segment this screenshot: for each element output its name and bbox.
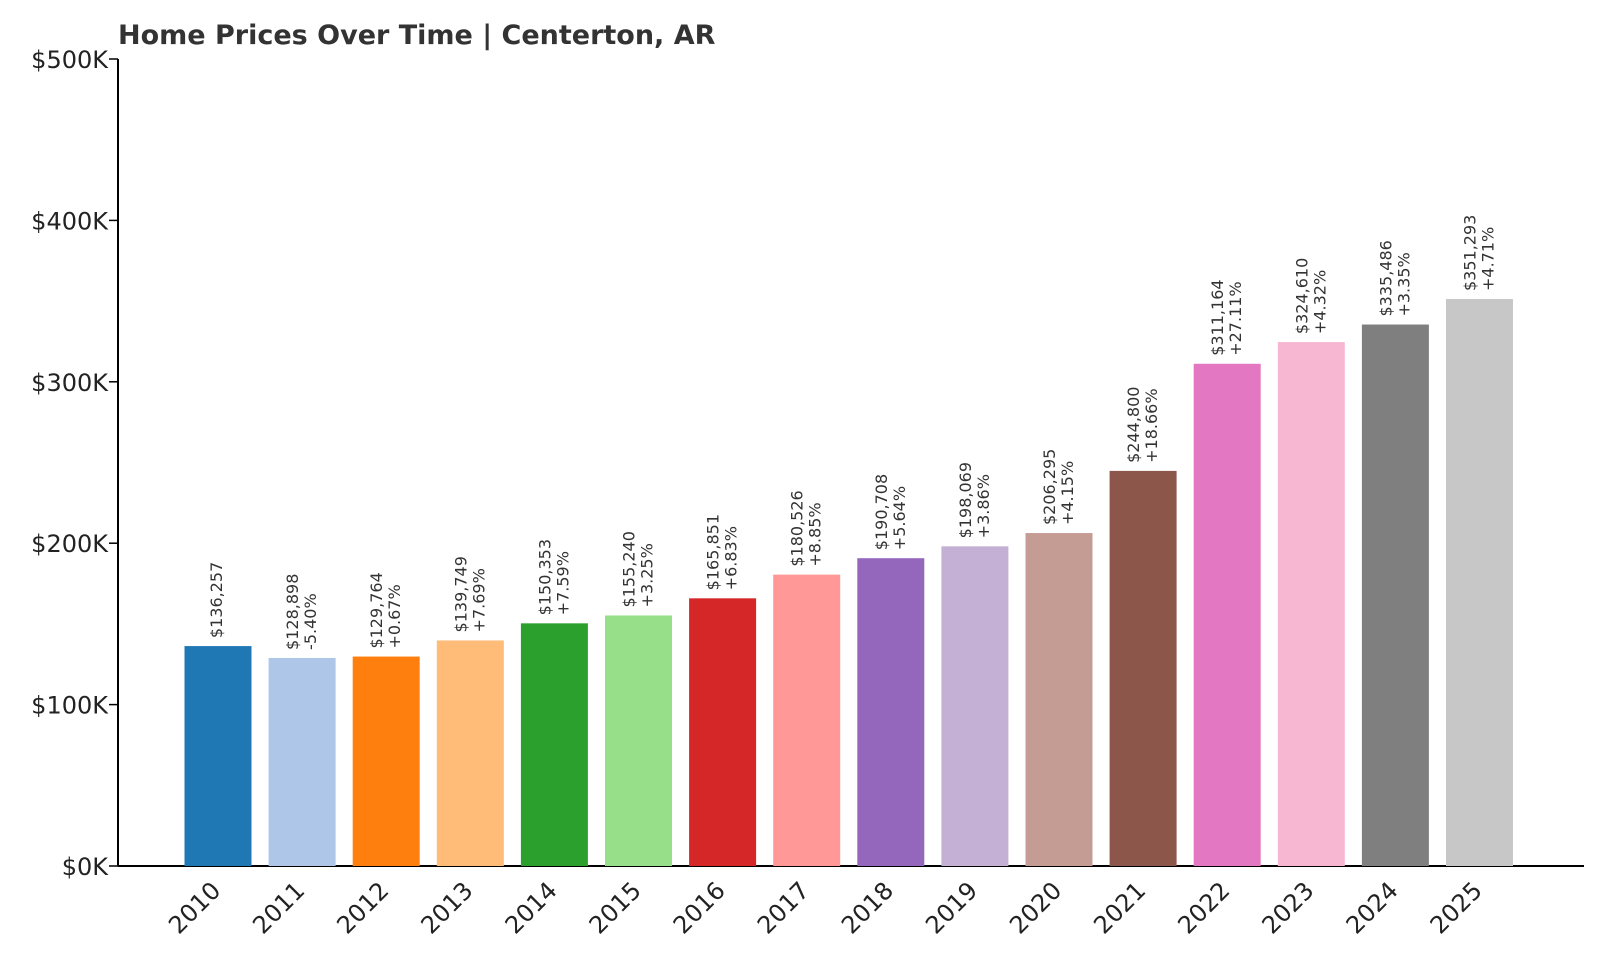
bar-change-label: +7.69% (469, 568, 488, 632)
bar-labels: $136,257 $128,898 -5.40% $129,764 +0.67% $139… (207, 215, 1498, 650)
y-tick-label: $400K (31, 207, 109, 235)
chart-title: Home Prices Over Time | Centerton, AR (118, 20, 716, 51)
bar-label-group: $165,851 +6.83% (704, 514, 741, 590)
bar-label-group: $155,240 +3.25% (620, 531, 657, 607)
x-tick-label: 2010 (163, 876, 226, 939)
bar-value-label: $190,708 (872, 474, 891, 550)
x-tick-label: 2022 (1172, 876, 1235, 939)
bar-2017 (773, 574, 841, 866)
bar-value-label: $129,764 (367, 572, 386, 648)
bar-label-group: $190,708 +5.64% (872, 474, 909, 550)
y-tick-label: $300K (31, 369, 109, 397)
bars (184, 299, 1513, 867)
x-tick-label: 2021 (1088, 876, 1151, 939)
x-tick-label: 2025 (1425, 876, 1488, 939)
bar-label-group: $244,800 +18.66% (1124, 387, 1161, 463)
bar-2018 (857, 558, 925, 866)
bar-value-label: $128,898 (283, 574, 302, 650)
bar-label-group: $150,353 +7.59% (535, 539, 572, 615)
bar-label-group: $139,749 +7.69% (451, 556, 488, 632)
x-tick-label: 2017 (752, 876, 815, 939)
bar-2023 (1277, 342, 1345, 866)
bar-value-label: $155,240 (620, 531, 639, 607)
x-tick-label: 2018 (836, 876, 899, 939)
x-tick-label: 2012 (331, 876, 394, 939)
bar-value-label: $324,610 (1292, 258, 1311, 334)
x-tick-label: 2023 (1257, 876, 1320, 939)
bar-2011 (268, 657, 336, 866)
bar-2024 (1361, 324, 1429, 866)
bar-label-group: $324,610 +4.32% (1292, 258, 1329, 334)
y-tick-label: $500K (31, 46, 109, 74)
bar-change-label: -5.40% (301, 593, 320, 650)
bar-2014 (520, 623, 588, 866)
bar-label-group: $136,257 (207, 562, 226, 638)
bar-value-label: $335,486 (1376, 240, 1395, 316)
x-tick-label: 2020 (1004, 876, 1067, 939)
bar-2025 (1446, 299, 1513, 867)
bar-change-label: +3.35% (1394, 252, 1413, 316)
x-tick-label: 2024 (1341, 876, 1404, 939)
bar-change-label: +3.86% (974, 474, 993, 538)
bar-2021 (1109, 470, 1177, 866)
bar-label-group: $335,486 +3.35% (1376, 240, 1413, 316)
bar-2022 (1193, 363, 1261, 866)
bar-change-label: +3.25% (638, 543, 657, 607)
bar-change-label: +6.83% (722, 526, 741, 590)
bar-label-group: $311,164 +27.11% (1208, 279, 1245, 355)
bar-2019 (941, 546, 1009, 866)
bar-2010 (184, 646, 252, 866)
bar-change-label: +5.64% (890, 486, 909, 550)
bar-change-label: +4.71% (1479, 227, 1498, 291)
bar-value-label: $150,353 (535, 539, 554, 615)
bar-value-label: $139,749 (451, 556, 470, 632)
x-tick-label: 2013 (416, 876, 479, 939)
bar-change-label: +4.15% (1058, 461, 1077, 525)
bar-value-label: $180,526 (788, 490, 807, 566)
bar-change-label: +0.67% (385, 584, 404, 648)
bar-label-group: $128,898 -5.40% (283, 574, 320, 650)
x-tick-label: 2014 (500, 876, 563, 939)
bar-value-label: $198,069 (956, 462, 975, 538)
bar-change-label: +27.11% (1226, 281, 1245, 355)
bar-label-group: $198,069 +3.86% (956, 462, 993, 538)
bar-value-label: $351,293 (1461, 215, 1480, 291)
bar-label-group: $180,526 +8.85% (788, 490, 825, 566)
bar-value-label: $244,800 (1124, 387, 1143, 463)
bar-2013 (436, 640, 504, 866)
bar-change-label: +8.85% (806, 502, 825, 566)
bar-value-label: $206,295 (1040, 449, 1059, 525)
y-tick-label: $0K (62, 853, 110, 881)
bar-label-group: $129,764 +0.67% (367, 572, 404, 648)
bar-value-label: $165,851 (704, 514, 723, 590)
bar-change-label: +4.32% (1310, 270, 1329, 334)
x-tick-label: 2016 (668, 876, 731, 939)
x-axis: 2010 2011 2012 2013 2014 2015 2016 2017 2018 2019… (118, 858, 1584, 939)
bar-2015 (605, 615, 672, 866)
bar-label-group: $351,293 +4.71% (1461, 215, 1498, 291)
y-axis: $0K $100K $200K $300K $400K $500K (31, 46, 119, 881)
bar-value-label: $136,257 (207, 562, 226, 638)
bar-value-label: $311,164 (1208, 279, 1227, 355)
bar-2020 (1025, 533, 1093, 866)
bar-change-label: +18.66% (1142, 388, 1161, 462)
bar-2012 (352, 656, 420, 866)
bar-2016 (689, 598, 757, 866)
x-tick-label: 2019 (920, 876, 983, 939)
x-tick-label: 2011 (247, 876, 310, 939)
x-tick-label: 2015 (584, 876, 647, 939)
y-tick-label: $100K (31, 692, 109, 720)
bar-change-label: +7.59% (553, 551, 572, 615)
bar-label-group: $206,295 +4.15% (1040, 449, 1077, 525)
y-tick-label: $200K (31, 530, 109, 558)
